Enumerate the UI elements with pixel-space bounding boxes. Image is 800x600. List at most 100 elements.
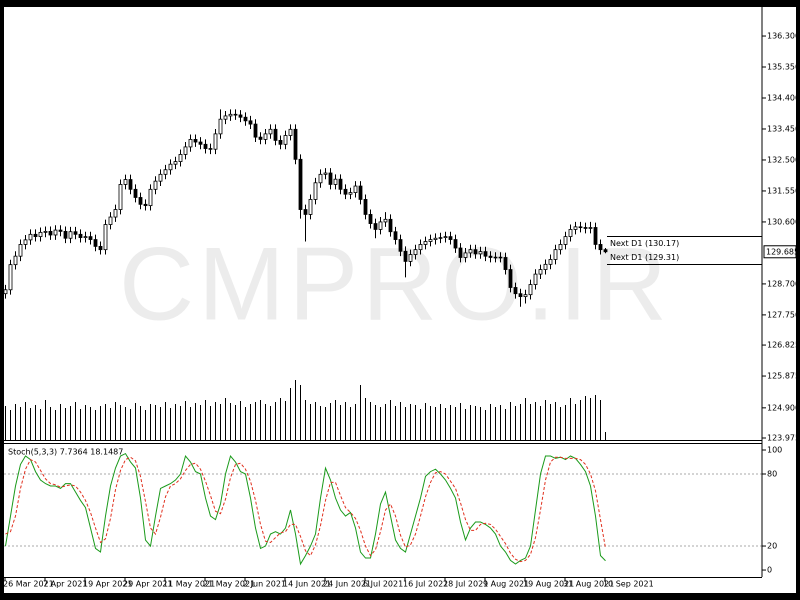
candle-body (558, 244, 563, 251)
candle-body (513, 287, 518, 295)
volume-bar (440, 404, 441, 440)
candle-body (398, 239, 403, 252)
volume-bar (600, 400, 601, 440)
volume-bar (590, 398, 591, 440)
volume-bar (10, 410, 11, 440)
volume-bar (350, 407, 351, 440)
y-tick-label: 125.875 (767, 372, 800, 381)
volume-bar (125, 407, 126, 440)
candle-body (458, 247, 463, 258)
volume-bar (555, 402, 556, 440)
candle-body (503, 257, 508, 270)
volume-bar (400, 402, 401, 440)
candle-body (418, 244, 423, 251)
candle-body (483, 251, 488, 257)
volume-bar (410, 404, 411, 440)
candle-body (443, 236, 448, 238)
candle-body (293, 128, 298, 160)
candle-body (598, 244, 603, 251)
x-tick-label: 11 May 2021 (163, 580, 215, 589)
volume-bar (420, 409, 421, 440)
volume-bar (40, 409, 41, 440)
volume-bar (205, 400, 206, 440)
volume-bar (265, 404, 266, 440)
candle-body (178, 154, 183, 162)
volume-bar (160, 407, 161, 440)
candle-body (528, 284, 533, 296)
candle-body (578, 226, 583, 229)
x-tick-label: 19 Apr 2021 (83, 580, 132, 589)
candle-body (283, 135, 288, 145)
volume-bar (315, 402, 316, 440)
candle-body (173, 161, 178, 165)
candle-body (148, 188, 153, 207)
volume-bar (535, 402, 536, 440)
level-label: Next D1 (130.17) (610, 239, 679, 248)
candle-body (218, 118, 223, 135)
candle-body (18, 244, 23, 257)
candle-body (33, 233, 38, 238)
candle-body (53, 229, 58, 236)
candle-body (488, 255, 493, 258)
candle-body (303, 209, 308, 215)
volume-bar (490, 404, 491, 440)
x-tick-label: 21 May 2021 (203, 580, 255, 589)
volume-bar (250, 404, 251, 440)
candle-body (563, 236, 568, 245)
candle-body (223, 115, 228, 120)
volume-bar (240, 401, 241, 440)
candle-body (298, 158, 303, 210)
candle-body (413, 249, 418, 255)
candle-body (593, 227, 598, 245)
volume-bar (475, 406, 476, 440)
y-tick-label: 123.975 (767, 434, 800, 443)
volume-bar (470, 405, 471, 440)
candle-body (3, 289, 8, 295)
candle-body (568, 229, 573, 238)
candle-body (183, 146, 188, 155)
candle-body (228, 113, 233, 117)
candle-body (58, 229, 63, 232)
x-tick-label: 28 Jul 2021 (443, 580, 488, 589)
volume-bar (540, 406, 541, 440)
volume-bar (450, 405, 451, 440)
volume-bar (110, 408, 111, 440)
volume-bar (565, 405, 566, 440)
volume-bar (370, 402, 371, 440)
candle-body (403, 250, 408, 262)
volume-bar (195, 403, 196, 440)
candle-body (123, 179, 128, 185)
y-tick-label: 136.300 (767, 32, 800, 41)
candle-body (168, 163, 173, 171)
volume-bar (340, 405, 341, 440)
volume-bar (335, 400, 336, 440)
volume-bar (20, 407, 21, 440)
candle-body (193, 139, 198, 143)
volume-bar (485, 410, 486, 440)
volume-bar (200, 405, 201, 440)
volume-bar (80, 409, 81, 440)
candle-body (23, 239, 28, 245)
candle-body (288, 128, 293, 136)
x-tick-label: 7 Apr 2021 (43, 580, 87, 589)
volume-bar (260, 400, 261, 440)
volume-bar (385, 404, 386, 440)
volume-bar (480, 407, 481, 440)
candle-body (238, 114, 243, 118)
volume-bar (225, 398, 226, 440)
volume-bar (100, 406, 101, 440)
candle-body (93, 239, 98, 247)
y-tick-label: 126.825 (767, 341, 800, 350)
candle-body (338, 178, 343, 190)
candle-body (438, 237, 443, 239)
candle-body (498, 256, 503, 259)
candle-body (98, 245, 103, 251)
volume-bar (320, 406, 321, 440)
volume-bar (285, 401, 286, 440)
volume-bar (530, 404, 531, 440)
volume-bar (300, 385, 301, 440)
volume-bar (360, 385, 361, 440)
candle-body (348, 192, 353, 195)
candle-body (343, 188, 348, 195)
volume-bar (55, 410, 56, 440)
